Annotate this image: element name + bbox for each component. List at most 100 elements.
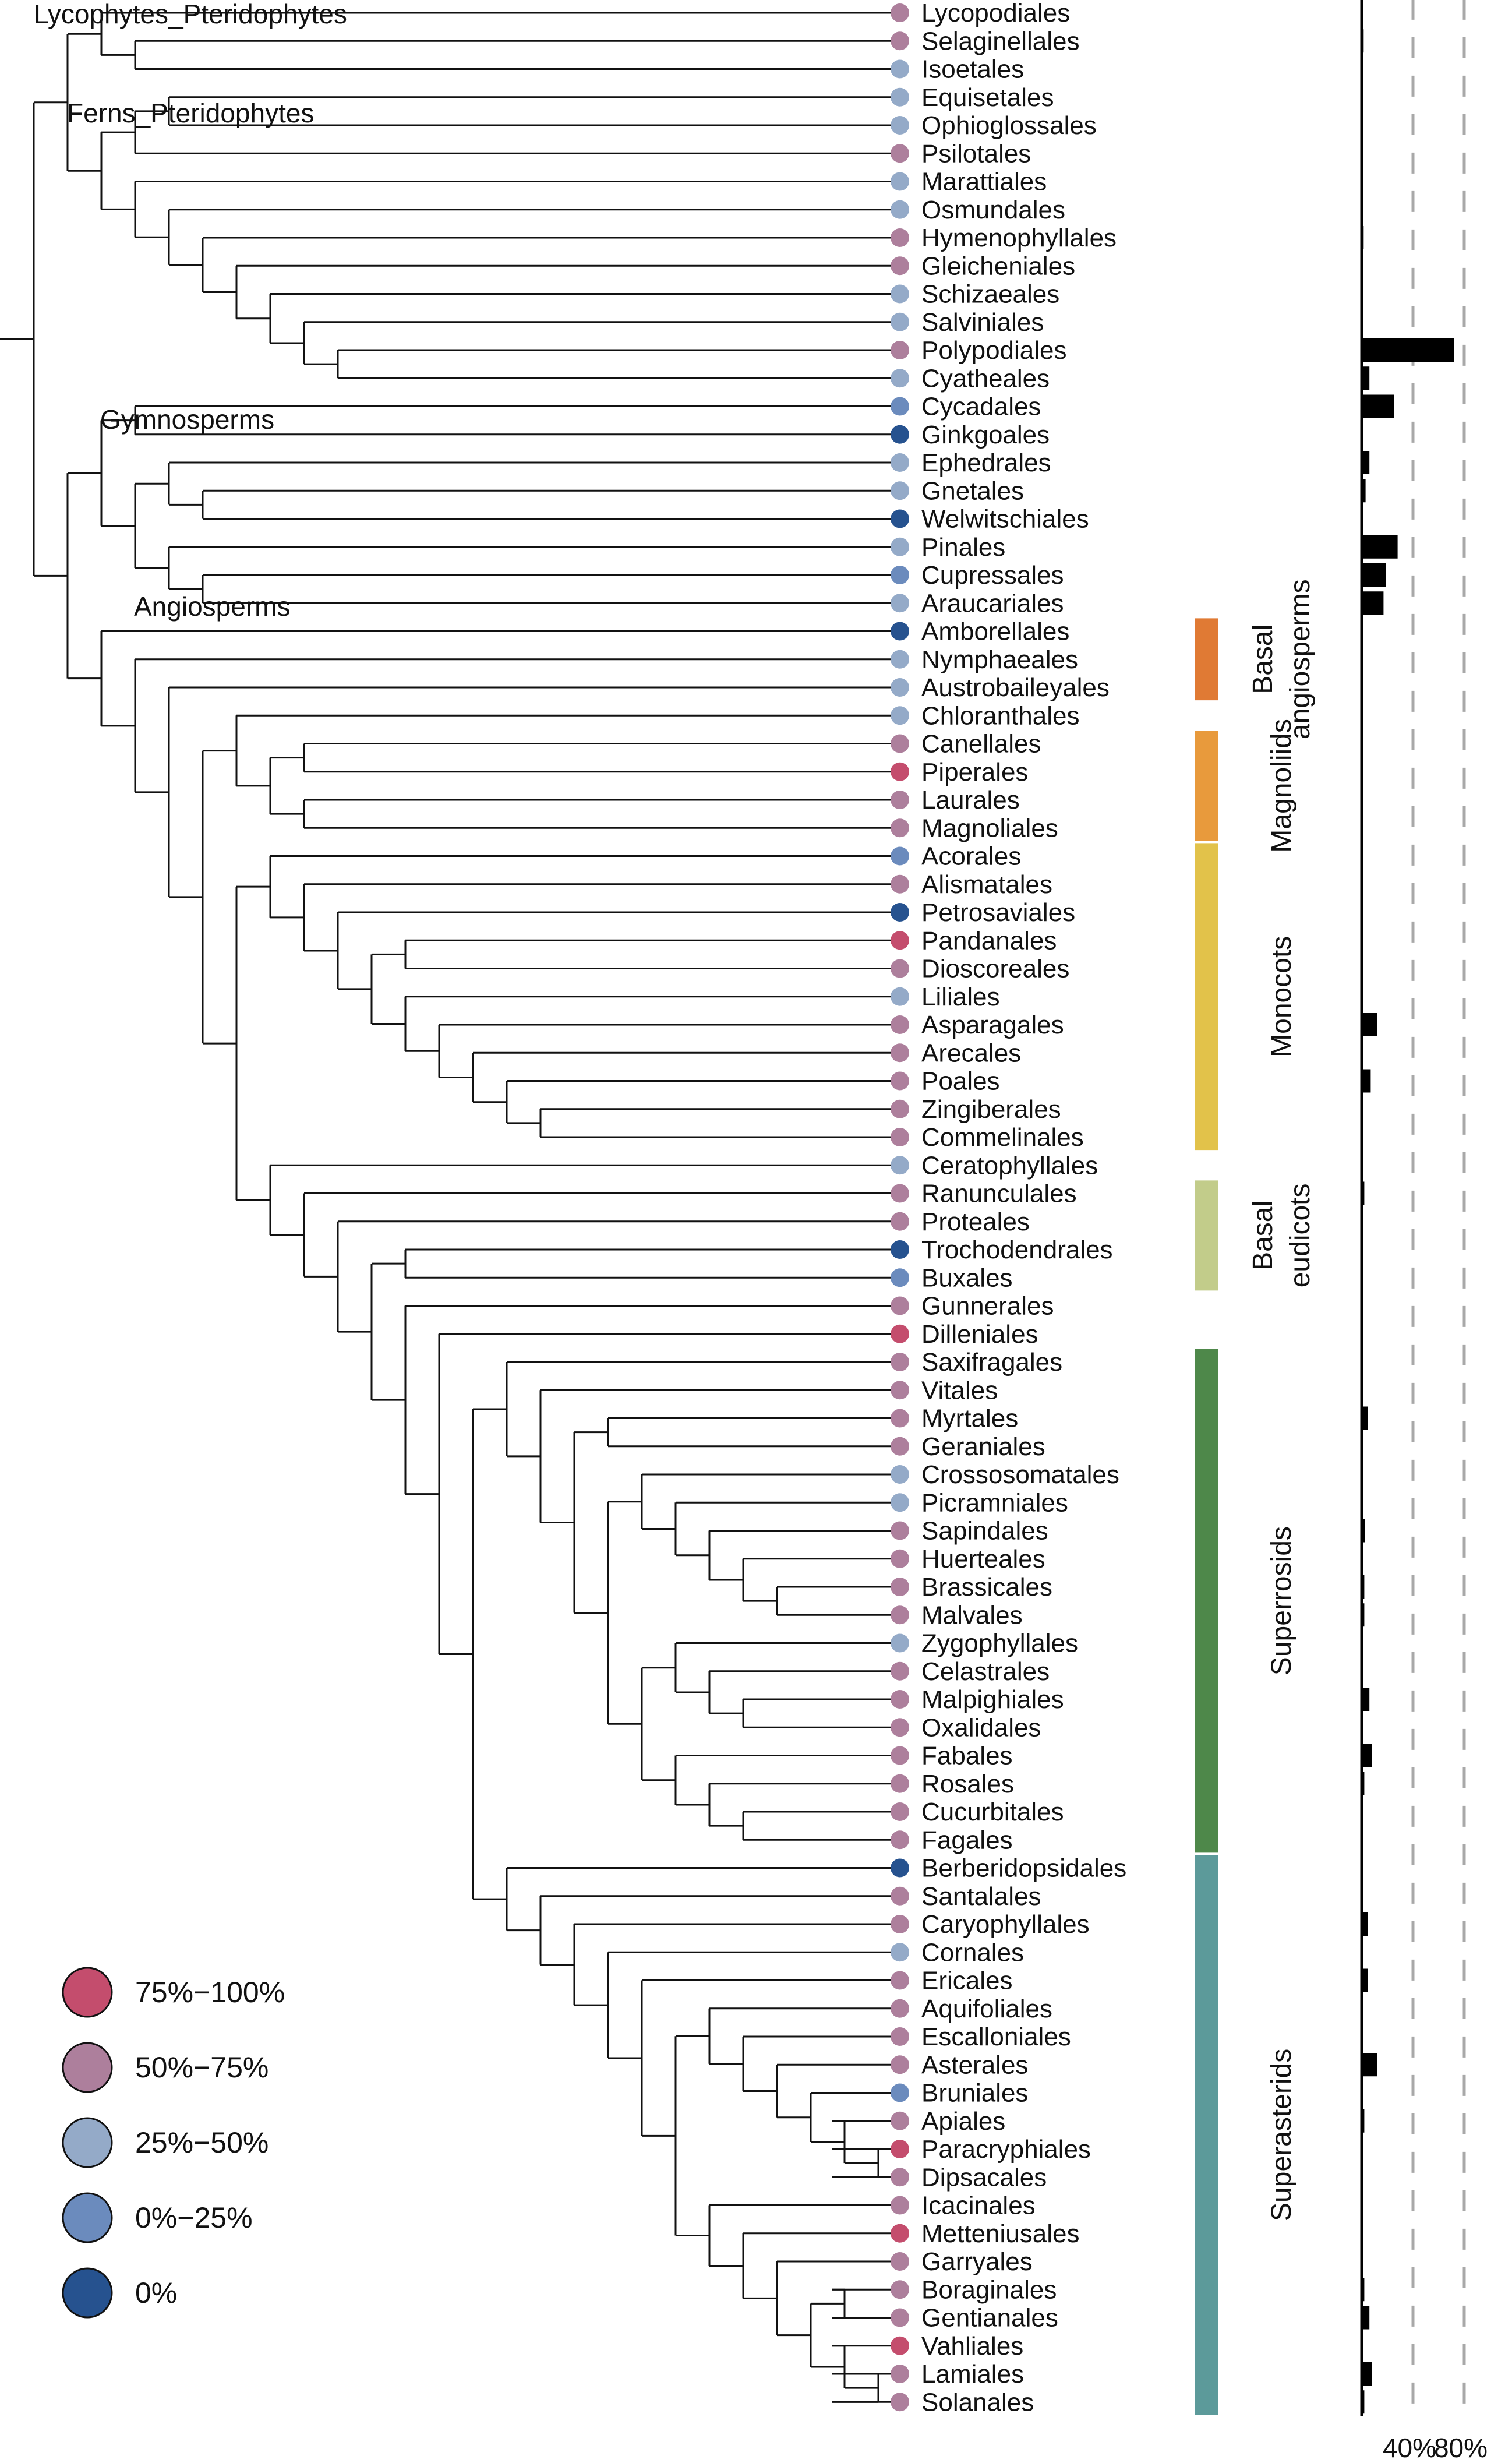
tip-label-gentianales: Gentianales bbox=[921, 2304, 1058, 2333]
tip-dot-paracryphiales bbox=[891, 2140, 909, 2158]
tip-label-welwitschiales: Welwitschiales bbox=[921, 505, 1089, 534]
group-label-superrosids: Superrosids bbox=[1266, 1526, 1297, 1675]
bar-asparagales bbox=[1362, 1013, 1377, 1036]
tip-label-metteniusales: Metteniusales bbox=[921, 2219, 1079, 2248]
tip-dot-schizaeales bbox=[891, 284, 909, 304]
tip-label-caryophyllales: Caryophyllales bbox=[921, 1910, 1090, 1939]
tip-label-pandanales: Pandanales bbox=[921, 926, 1057, 955]
clade-label-lycophytes: Lycophytes_Pteridophytes bbox=[34, 0, 347, 29]
tip-dot-magnoliales bbox=[891, 818, 909, 838]
bar-caryophyllales bbox=[1362, 1912, 1368, 1936]
tip-dot-escalloniales bbox=[891, 2027, 909, 2046]
tip-dot-cycadales bbox=[891, 397, 909, 416]
tip-dot-pinales bbox=[891, 537, 909, 556]
tip-label-cupressales: Cupressales bbox=[921, 561, 1064, 590]
bar-cycadales bbox=[1362, 394, 1394, 418]
tip-dot-buxales bbox=[891, 1268, 909, 1287]
tip-dot-celastrales bbox=[891, 1661, 909, 1681]
axis-tick-label: 80% bbox=[1434, 2433, 1488, 2463]
tip-dot-oxalidales bbox=[891, 1718, 909, 1737]
tip-dot-trochodendrales bbox=[891, 1240, 909, 1259]
tip-dot-proteales bbox=[891, 1212, 909, 1231]
color-legend: 75%−100% 50%−75% 25%−50% 0%−25% 0% bbox=[62, 1967, 285, 2319]
tip-dot-hymenophyllales bbox=[891, 228, 909, 247]
tip-dot-gunnerales bbox=[891, 1296, 909, 1315]
tip-dot-cyatheales bbox=[891, 369, 909, 388]
tip-label-marattiales: Marattiales bbox=[921, 168, 1047, 196]
tip-dot-pandanales bbox=[891, 931, 909, 950]
group-label-basal-angiosperms: angiosperms bbox=[1285, 579, 1316, 739]
tip-label-sapindales: Sapindales bbox=[921, 1517, 1048, 1545]
tip-dot-saxifragales bbox=[891, 1353, 909, 1371]
tip-dot-osmundales bbox=[891, 200, 909, 219]
tip-dot-geraniales bbox=[891, 1437, 909, 1456]
tip-dot-austrobaileyales bbox=[891, 678, 909, 697]
group-band-magnoliids bbox=[1195, 731, 1218, 841]
tip-label-cycadales: Cycadales bbox=[921, 393, 1041, 421]
bar-ericales bbox=[1362, 1968, 1368, 1992]
tip-dot-berberidopsidales bbox=[891, 1858, 909, 1878]
tip-dot-acorales bbox=[891, 846, 909, 866]
tip-dot-picramniales bbox=[891, 1493, 909, 1512]
tip-label-asterales: Asterales bbox=[921, 2051, 1028, 2079]
tip-label-garryales: Garryales bbox=[921, 2247, 1033, 2276]
tip-label-fabales: Fabales bbox=[921, 1742, 1013, 1770]
tip-dot-liliales bbox=[891, 987, 909, 1006]
bar-araucariales bbox=[1362, 591, 1384, 615]
tip-label-equisetales: Equisetales bbox=[921, 83, 1054, 112]
tip-dot-myrtales bbox=[891, 1409, 909, 1428]
clade-label-angiosperms: Angiosperms bbox=[134, 591, 290, 622]
tip-dot-sapindales bbox=[891, 1521, 909, 1540]
tip-label-bruniales: Bruniales bbox=[921, 2079, 1028, 2108]
tip-label-crossosomatales: Crossosomatales bbox=[921, 1460, 1119, 1489]
tip-dot-zingiberales bbox=[891, 1099, 909, 1118]
tip-dot-aquifoliales bbox=[891, 1999, 909, 2018]
tip-label-acorales: Acorales bbox=[921, 842, 1021, 871]
tip-dot-metteniusales bbox=[891, 2224, 909, 2243]
tip-dot-equisetales bbox=[891, 87, 909, 107]
tip-label-huerteales: Huerteales bbox=[921, 1545, 1045, 1573]
tip-dot-malpighiales bbox=[891, 1690, 909, 1709]
tip-dot-fagales bbox=[891, 1830, 909, 1850]
tip-label-dilleniales: Dilleniales bbox=[921, 1320, 1038, 1349]
tip-label-ephedrales: Ephedrales bbox=[921, 449, 1051, 477]
legend-dot-50-75 bbox=[62, 2042, 113, 2093]
tip-label-brassicales: Brassicales bbox=[921, 1573, 1052, 1601]
tip-dot-ericales bbox=[891, 1971, 909, 1990]
group-label-basal-eudicots: Basal bbox=[1248, 1201, 1278, 1271]
tip-label-pinales: Pinales bbox=[921, 533, 1005, 562]
bar-ephedrales bbox=[1362, 451, 1370, 474]
tip-dot-polypodiales bbox=[891, 341, 909, 359]
tip-label-canellales: Canellales bbox=[921, 730, 1041, 758]
tip-label-zingiberales: Zingiberales bbox=[921, 1095, 1061, 1124]
tip-label-rosales: Rosales bbox=[921, 1770, 1014, 1798]
tip-dot-salviniales bbox=[891, 312, 909, 331]
tip-dot-vitales bbox=[891, 1381, 909, 1400]
tip-label-hymenophyllales: Hymenophyllales bbox=[921, 224, 1117, 252]
major-clade-labels: Lycophytes_Pteridophytes Ferns_Pteridoph… bbox=[34, 0, 347, 622]
tip-label-schizaeales: Schizaeales bbox=[921, 280, 1059, 309]
tip-dot-ophioglossales bbox=[891, 116, 909, 135]
tip-dot-nymphaeales bbox=[891, 650, 909, 669]
tip-label-laurales: Laurales bbox=[921, 786, 1020, 814]
tip-label-fagales: Fagales bbox=[921, 1826, 1013, 1854]
tip-label-cucurbitales: Cucurbitales bbox=[921, 1798, 1064, 1826]
tip-label-salviniales: Salviniales bbox=[921, 308, 1044, 337]
legend-dot-75-100 bbox=[62, 1967, 113, 2018]
tip-label-paracryphiales: Paracryphiales bbox=[921, 2135, 1091, 2164]
tip-label-chloranthales: Chloranthales bbox=[921, 701, 1080, 730]
tip-label-petrosaviales: Petrosaviales bbox=[921, 898, 1075, 927]
tip-label-berberidopsidales: Berberidopsidales bbox=[921, 1854, 1126, 1883]
tip-dot-vahliales bbox=[891, 2336, 909, 2355]
bar-polypodiales bbox=[1362, 338, 1454, 362]
legend-dot-0-25 bbox=[62, 2192, 113, 2243]
bar-pinales bbox=[1362, 535, 1398, 559]
tip-dot-asparagales bbox=[891, 1015, 909, 1034]
tip-label-apiales: Apiales bbox=[921, 2107, 1005, 2136]
tip-label-solanales: Solanales bbox=[921, 2388, 1034, 2416]
bar-poales bbox=[1362, 1069, 1371, 1093]
tip-dot-ranunculales bbox=[891, 1184, 909, 1203]
tip-dot-piperales bbox=[891, 762, 909, 781]
tip-label-ericales: Ericales bbox=[921, 1967, 1013, 1995]
